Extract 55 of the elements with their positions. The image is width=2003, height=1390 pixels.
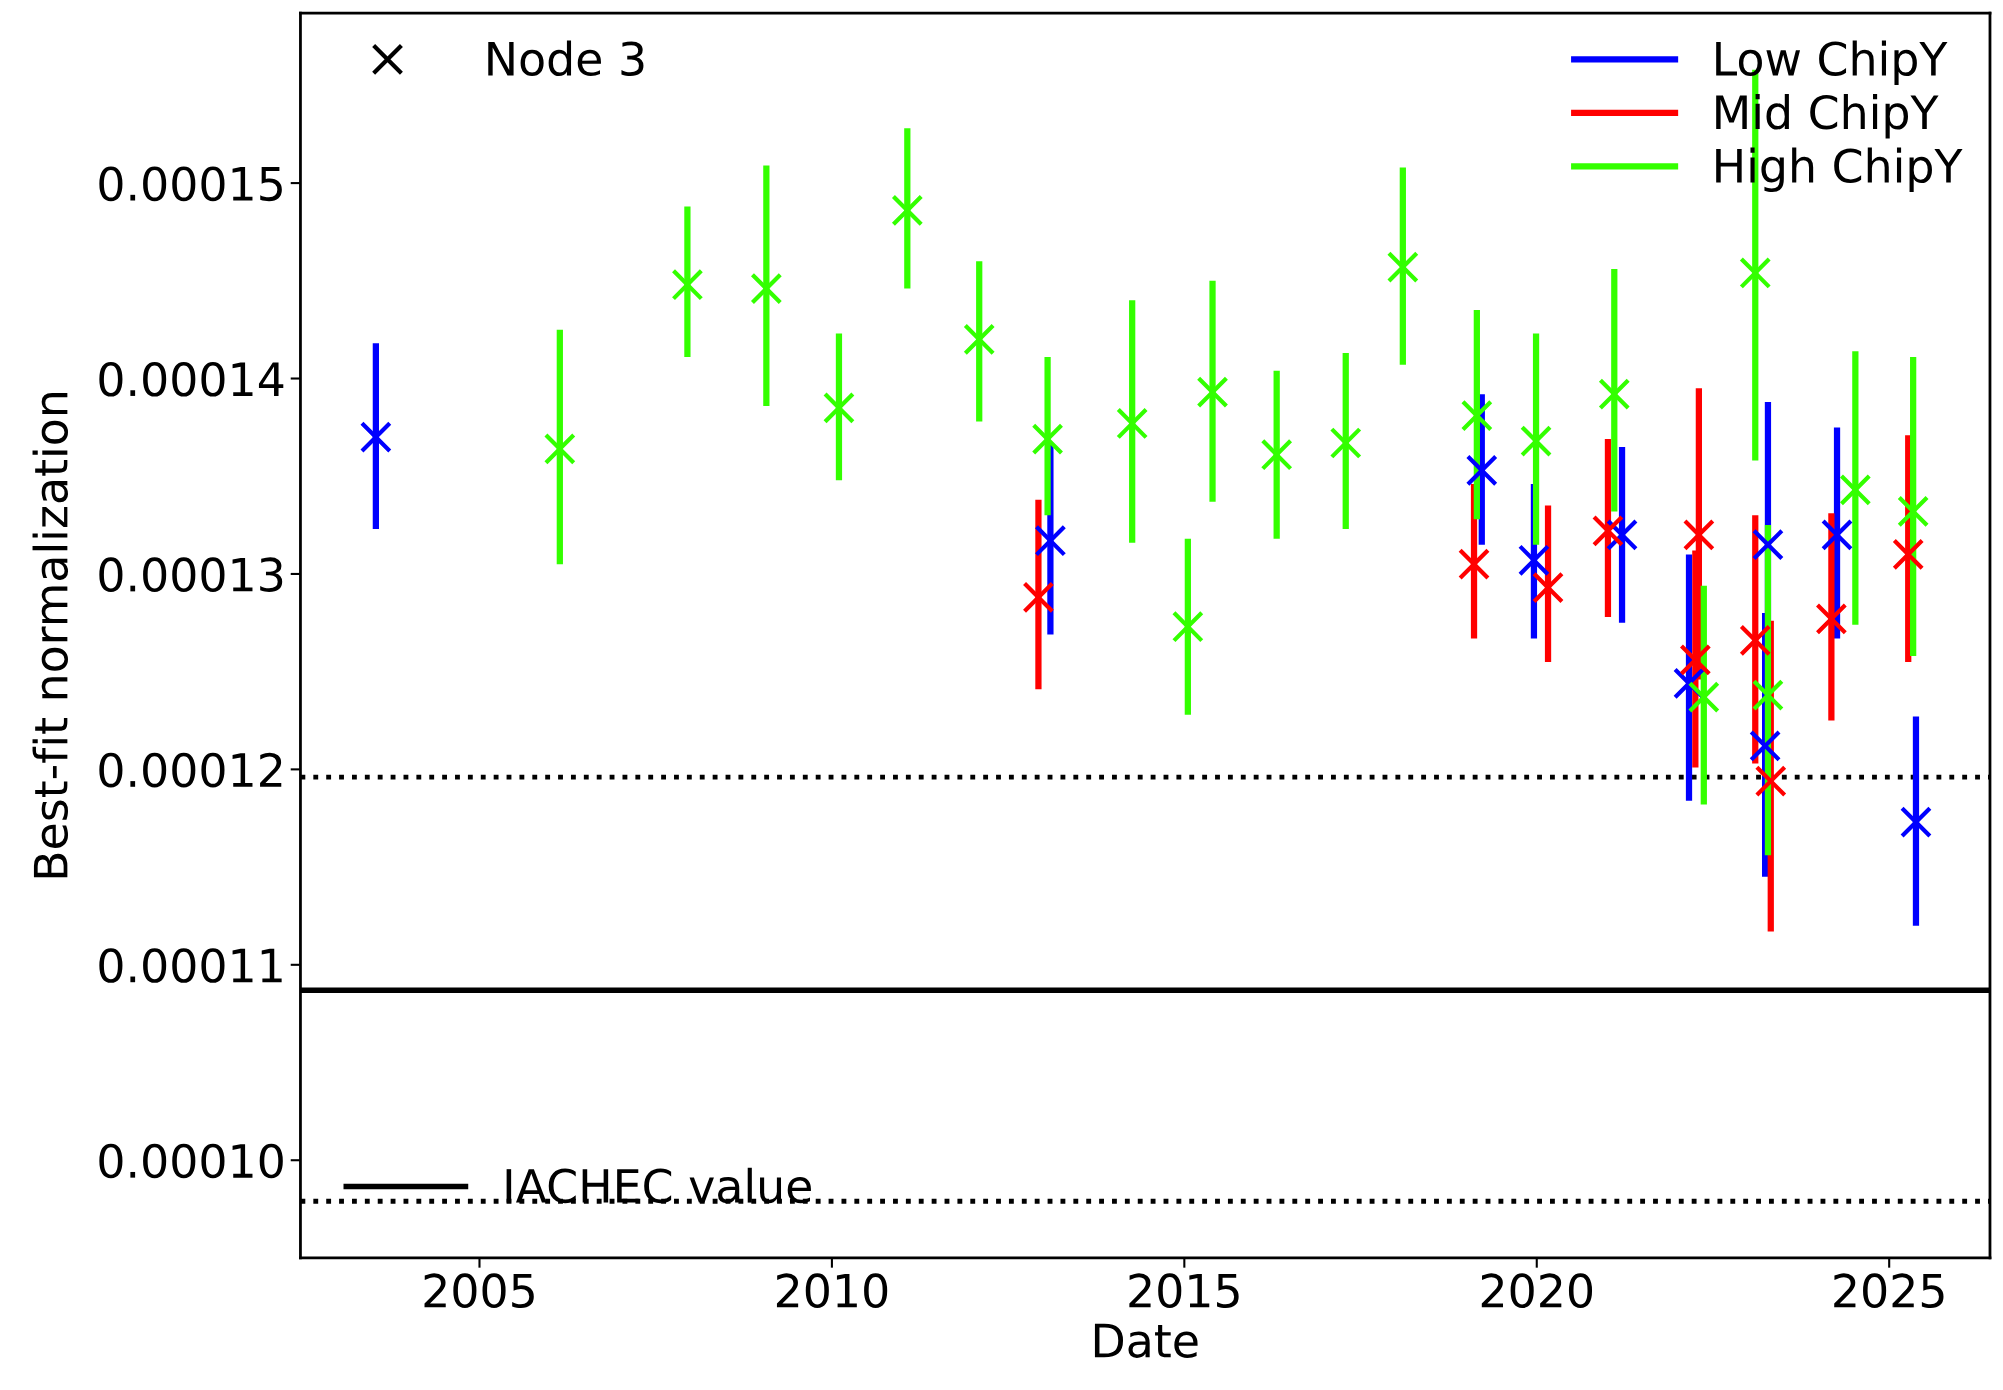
point xyxy=(1520,425,1553,458)
point xyxy=(1116,407,1149,440)
point xyxy=(1031,423,1064,456)
y-tick-label: 0.00012 xyxy=(99,752,282,788)
point xyxy=(671,268,704,301)
point xyxy=(1751,679,1784,712)
point xyxy=(1897,495,1930,528)
point xyxy=(1892,538,1925,571)
y-tick-label: 0.00013 xyxy=(99,557,283,593)
x-tick-label: 2025 xyxy=(1834,1273,1944,1309)
point xyxy=(1460,399,1493,432)
x-tick-label: 2020 xyxy=(1481,1273,1593,1309)
point xyxy=(1022,581,1055,614)
point xyxy=(1598,378,1631,411)
point xyxy=(1751,528,1784,561)
point xyxy=(1532,571,1565,604)
point xyxy=(750,272,783,305)
point xyxy=(822,391,855,424)
point xyxy=(1754,765,1787,798)
point xyxy=(891,194,924,227)
point xyxy=(1739,624,1772,657)
point xyxy=(543,432,576,465)
point xyxy=(1821,518,1854,551)
annotation: Node 3 xyxy=(488,40,644,77)
x-tick-label: 2005 xyxy=(424,1273,534,1309)
legend-label: Low ChipY xyxy=(1716,40,1948,85)
point xyxy=(1196,376,1229,409)
point xyxy=(359,421,392,454)
point xyxy=(1739,257,1772,289)
point xyxy=(1260,438,1293,471)
y-axis-title: Best-fit normalization xyxy=(32,393,69,878)
point xyxy=(1687,681,1720,714)
y-tick-label: 0.00014 xyxy=(99,361,284,397)
point xyxy=(1839,473,1872,506)
x-tick-label: 2015 xyxy=(1129,1273,1239,1309)
point xyxy=(1899,806,1932,839)
point xyxy=(1458,548,1491,581)
x-tick-label: 2010 xyxy=(776,1273,888,1309)
y-tick-label: 0.00011 xyxy=(99,948,282,983)
y-tick-label: 0.00010 xyxy=(99,1143,283,1179)
point xyxy=(1171,610,1204,643)
y-tick-label: 0.00015 xyxy=(99,166,282,202)
point xyxy=(1465,454,1498,487)
point xyxy=(1517,544,1550,577)
point xyxy=(963,323,996,356)
point xyxy=(1591,514,1624,547)
x-axis-title: Date xyxy=(1094,1323,1198,1358)
point xyxy=(1034,524,1067,557)
point xyxy=(1606,518,1639,551)
point xyxy=(1682,518,1715,551)
point xyxy=(1679,643,1712,676)
point xyxy=(1815,602,1848,635)
point xyxy=(1749,729,1782,762)
point xyxy=(1329,427,1362,459)
point xyxy=(1386,251,1419,284)
